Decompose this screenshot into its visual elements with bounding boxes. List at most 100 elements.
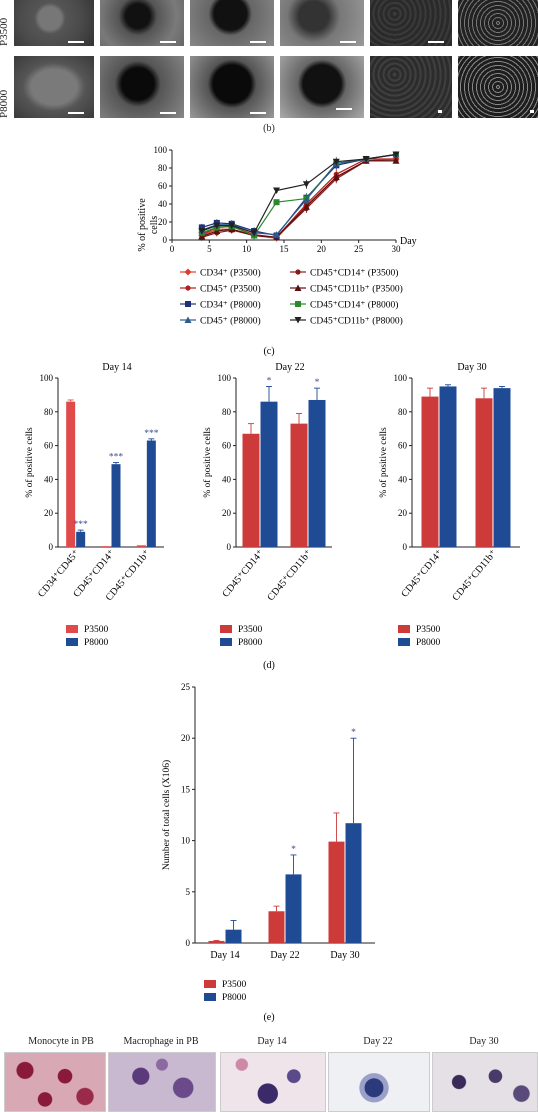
bar-chart-y-tick-label: 80 (44, 407, 54, 417)
bar-legend-label: P3500 (416, 625, 441, 635)
bar (290, 423, 308, 547)
bar (308, 399, 326, 547)
bar-significance: * (351, 728, 356, 738)
bar-chart-y-tick-label: 80 (222, 407, 232, 417)
bar (101, 546, 111, 547)
bar-chart-y-tick-label: 100 (40, 373, 54, 383)
chart-c-axes: 0 20 40 60 80 100 0 5 10 15 20 25 30 (154, 145, 402, 254)
micrograph-p3500-5 (370, 0, 452, 46)
bar-chart-y-tick-label: 100 (394, 373, 408, 383)
bar-significance: *** (74, 520, 89, 530)
chart-c-series (198, 151, 400, 242)
bar-significance: * (291, 845, 296, 855)
chart-c-x-tick-label: 15 (280, 244, 290, 254)
chart-d-day22: Day 22 0 20 40 60 80 100 % of positive cells * CD… (202, 362, 332, 648)
bar-significance: * (315, 378, 320, 388)
bar-chart-y-tick-label: 20 (181, 733, 191, 743)
chart-c-legend-marker (184, 316, 192, 323)
bar (268, 911, 285, 943)
histology-monocyte-pb (4, 1052, 106, 1112)
histology-title-5: Day 30 (469, 1036, 499, 1047)
histology-macrophage-pb (108, 1052, 216, 1112)
bar-chart-y-tick-label: 40 (222, 474, 232, 484)
bar-category-label: Day 22 (270, 950, 299, 961)
chart-c-y-tick-label: 100 (154, 145, 168, 155)
bar-chart-y-tick-label: 80 (398, 407, 408, 417)
micrograph-p3500-3 (190, 0, 274, 46)
bar-legend-label: P8000 (84, 638, 109, 648)
bar (136, 545, 146, 547)
bar-legend-swatch (398, 625, 410, 633)
bar-chart-y-tick-label: 0 (403, 542, 408, 552)
chart-c-x-tick-label: 10 (242, 244, 252, 254)
bar (493, 388, 511, 547)
bar-legend-label: P8000 (222, 993, 247, 1003)
bar-category-label: CD45⁺CD11b⁺ (265, 548, 314, 603)
bar-legend-label: P8000 (416, 638, 441, 648)
bar-legend-label: P3500 (222, 980, 247, 990)
chart-c-ylabel-2: cells (149, 216, 160, 234)
histology-day22 (328, 1052, 430, 1112)
bar-chart-y-tick-label: 40 (398, 474, 408, 484)
bar (439, 386, 457, 547)
bar (225, 929, 242, 943)
bar-legend-swatch (220, 625, 232, 633)
chart-c-xlabel: Day (400, 236, 417, 247)
bar-chart-y-tick-label: 15 (181, 784, 191, 794)
chart-d-day14: Day 14 0 20 40 60 80 100 % of positive cells ***… (24, 362, 164, 648)
histology-day14 (220, 1052, 326, 1112)
histology-title-2: Macrophage in PB (123, 1036, 199, 1047)
chart-c-legend: CD34⁺ (P3500) CD45⁺CD14⁺ (P3500) CD45⁺ (P3… (180, 268, 403, 327)
chart-c-legend-label-5: CD34⁺ (P8000) (200, 300, 261, 311)
bar-chart-ylabel: % of positive cells (202, 427, 213, 498)
micrograph-p8000-5 (370, 56, 452, 118)
chart-c-legend-label-7: CD45⁺ (P8000) (200, 316, 261, 327)
bar (76, 531, 86, 547)
chart-c-y-tick-label: 80 (158, 163, 168, 173)
chart-c-legend-label-2: CD45⁺CD14⁺ (P3500) (310, 268, 398, 279)
bar-chart-ylabel: % of positive cells (24, 427, 35, 498)
bar (111, 464, 121, 547)
bar (208, 940, 225, 943)
bar-legend-label: P3500 (84, 625, 109, 635)
bar-legend-swatch (398, 638, 410, 646)
chart-c-y-tick-label: 20 (158, 217, 168, 227)
bar (421, 396, 439, 547)
bar-chart-y-tick-label: 20 (398, 508, 408, 518)
bar-chart-y-tick-label: 0 (227, 542, 232, 552)
bar-chart-y-tick-label: 0 (49, 542, 54, 552)
bar-category-label: CD45⁺CD11b⁺ (450, 548, 499, 603)
chart-c: % of positive cells 0 20 40 60 80 100 0 5 10 15 20… (137, 145, 417, 357)
chart-e: 0 5 10 15 20 25 Number of total cells (X106) Da… (161, 682, 375, 1023)
bar-chart-y-tick-label: 20 (44, 508, 54, 518)
bar-legend-swatch (220, 638, 232, 646)
bar-legend-swatch (66, 625, 78, 633)
micrograph-p8000-2 (100, 56, 184, 118)
chart-c-legend-label-1: CD34⁺ (P3500) (200, 268, 261, 279)
bar-chart-ylabel: Number of total cells (X106) (161, 760, 172, 870)
bar (260, 401, 278, 547)
bar-category-label: Day 30 (330, 950, 359, 961)
bar-chart-y-tick-label: 100 (218, 373, 232, 383)
chart-c-ylabel-1: % of positive (137, 198, 148, 252)
bar-chart-y-tick-label: 60 (44, 441, 54, 451)
chart-c-x-tick-label: 30 (392, 244, 402, 254)
bar-chart-title: Day 22 (275, 362, 304, 373)
bar-legend-swatch (204, 980, 216, 988)
chart-c-legend-label-6: CD45⁺CD14⁺ (P8000) (310, 300, 398, 311)
bar-chart-y-tick-label: 25 (181, 682, 191, 692)
bar-legend-swatch (66, 638, 78, 646)
micrograph-p8000-6 (458, 56, 538, 118)
bar-chart-y-tick-label: 60 (398, 441, 408, 451)
bar-category-label: Day 14 (210, 950, 239, 961)
bar-category-label: CD45⁺CD14⁺ (399, 548, 445, 600)
row-label-p3500: P3500 (0, 17, 10, 46)
chart-c-legend-marker (295, 301, 301, 307)
chart-c-legend-label-8: CD45⁺CD11b⁺ (P8000) (310, 316, 403, 327)
caption-e: (e) (263, 1012, 274, 1023)
bar (345, 823, 362, 943)
chart-c-x-tick-label: 20 (317, 244, 327, 254)
caption-b: (b) (263, 123, 275, 134)
bar-legend-swatch (204, 993, 216, 1001)
